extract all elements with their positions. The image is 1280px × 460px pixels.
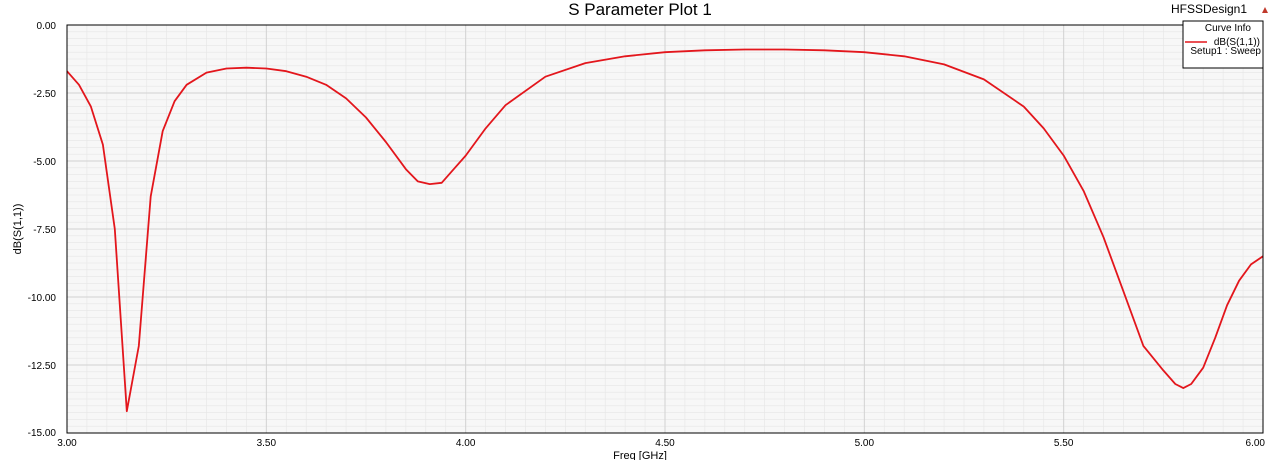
x-axis-label: Freq [GHz] bbox=[613, 450, 667, 460]
design-marker-icon[interactable] bbox=[1262, 7, 1268, 13]
legend-entry-source: Setup1 : Sweep bbox=[1190, 46, 1261, 57]
x-tick-label: 3.50 bbox=[257, 438, 277, 449]
x-tick-label: 3.00 bbox=[57, 438, 77, 449]
x-tick-label: 5.50 bbox=[1054, 438, 1074, 449]
axis-ticks: 3.00 3.50 4.00 4.50 5.00 5.50 6.00 0.00 -2.50 -5.… bbox=[28, 21, 1266, 449]
plot-frame bbox=[66, 24, 1264, 434]
y-tick-label: -5.00 bbox=[33, 157, 56, 168]
y-tick-label: -10.00 bbox=[28, 293, 57, 304]
x-tick-label: 4.50 bbox=[655, 438, 675, 449]
y-axis-label: dB(S(1,1)) bbox=[12, 204, 24, 255]
y-tick-label: -15.00 bbox=[28, 428, 57, 439]
x-tick-label: 5.00 bbox=[855, 438, 875, 449]
legend-box[interactable]: Curve Info dB(S(1,1)) Setup1 : Sweep bbox=[1182, 20, 1264, 69]
y-tick-label: 0.00 bbox=[37, 21, 57, 32]
y-tick-label: -12.50 bbox=[28, 361, 57, 372]
y-tick-label: -7.50 bbox=[33, 225, 56, 236]
chart-title: S Parameter Plot 1 bbox=[568, 0, 712, 19]
y-tick-label: -2.50 bbox=[33, 89, 56, 100]
legend-header: Curve Info bbox=[1205, 23, 1252, 34]
grid bbox=[66, 24, 1264, 434]
legend-frame bbox=[1182, 20, 1264, 69]
series-line-s11[interactable] bbox=[66, 48, 1264, 413]
x-tick-label: 4.00 bbox=[456, 438, 476, 449]
legend-entry-name: dB(S(1,1)) bbox=[1214, 37, 1260, 48]
design-name: HFSSDesign1 bbox=[1171, 2, 1247, 16]
x-tick-label: 6.00 bbox=[1246, 438, 1266, 449]
series-layer bbox=[66, 48, 1264, 413]
